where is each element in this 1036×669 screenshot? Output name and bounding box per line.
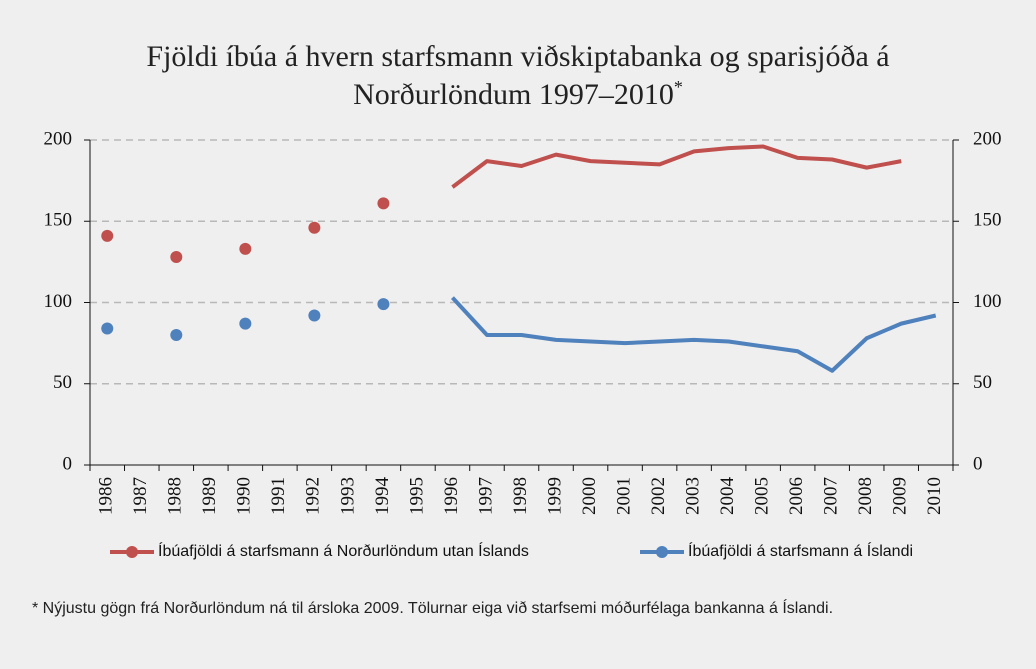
x-tick-label: 2007 — [821, 477, 842, 515]
x-tick-label: 1995 — [406, 477, 427, 515]
data-point — [170, 329, 183, 341]
x-tick-label: 1988 — [165, 477, 186, 515]
data-point — [101, 229, 114, 242]
x-tick-label: 2000 — [579, 477, 600, 515]
title-mark: * — [673, 77, 683, 97]
x-tick-label: 2009 — [890, 477, 911, 515]
y2-tick-label: 100 — [973, 291, 1002, 312]
x-tick-label: 1990 — [234, 477, 255, 515]
data-point — [308, 221, 321, 234]
x-tick-label: 1992 — [303, 477, 324, 515]
series-line — [451, 144, 902, 189]
x-tick-label: 2003 — [682, 477, 703, 515]
x-tick-label: 2001 — [613, 477, 634, 515]
y-tick-label: 50 — [53, 372, 72, 393]
x-tick-label: 2002 — [648, 477, 669, 515]
x-tick-label: 1996 — [441, 477, 462, 515]
x-tick-label: 1993 — [337, 477, 358, 515]
x-tick-label: 1998 — [510, 477, 531, 515]
y-tick-label: 150 — [44, 210, 73, 231]
y2-tick-label: 150 — [973, 210, 1002, 231]
x-tick-label: 1987 — [130, 477, 151, 515]
chart-title: Fjöldi íbúa á hvern starfsmann viðskipta… — [146, 40, 890, 111]
x-tick-label: 2008 — [855, 477, 876, 515]
x-tick-label: 2010 — [924, 477, 945, 515]
x-tick-label: 1997 — [475, 477, 496, 515]
y-tick-label: 200 — [44, 128, 73, 149]
x-tick-label: 1999 — [544, 477, 565, 515]
x-tick-label: 1991 — [268, 477, 289, 515]
data-point — [308, 309, 321, 322]
series-line — [450, 296, 937, 373]
data-point — [377, 298, 390, 311]
legend-label: Íbúafjöldi á starfsmann á Norðurlöndum u… — [158, 541, 529, 560]
data-point — [377, 197, 390, 210]
x-tick-label: 2005 — [751, 477, 772, 515]
data-point — [239, 317, 252, 330]
x-tick-label: 1989 — [199, 477, 220, 515]
chart-title-box: Fjöldi íbúa á hvern starfsmann viðskipta… — [80, 38, 956, 114]
y2-tick-label: 0 — [973, 453, 983, 474]
data-point — [170, 251, 183, 263]
x-tick-label: 1986 — [96, 477, 117, 515]
x-tick-label: 2004 — [717, 477, 738, 516]
data-point — [239, 242, 252, 255]
legend-marker — [126, 546, 138, 558]
x-tick-label: 1994 — [372, 477, 393, 516]
footnote: * Nýjustu gögn frá Norðurlöndum ná til á… — [32, 600, 834, 617]
y-tick-label: 0 — [63, 453, 73, 474]
legend-label: Íbúafjöldi á starfsmann á Íslandi — [688, 541, 913, 560]
y2-tick-label: 50 — [973, 372, 992, 393]
data-point — [101, 322, 114, 335]
legend-marker — [656, 546, 668, 558]
y2-tick-label: 200 — [973, 128, 1002, 149]
x-tick-label: 2006 — [786, 477, 807, 515]
y-tick-label: 100 — [44, 291, 73, 312]
